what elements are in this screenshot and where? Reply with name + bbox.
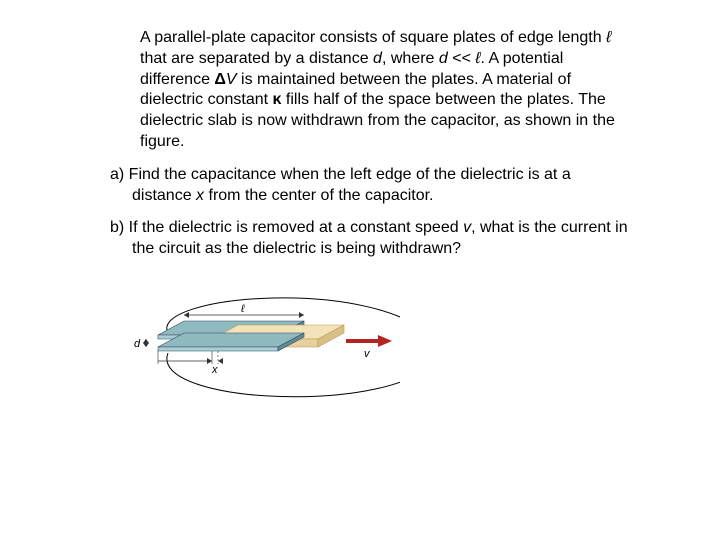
- part-a: a) Find the capacitance when the left ed…: [110, 165, 630, 207]
- problem-intro: A parallel-plate capacitor consists of s…: [140, 28, 630, 153]
- capacitor-figure: ΔVvℓdx: [120, 280, 660, 427]
- svg-text:x: x: [211, 364, 218, 376]
- svg-text:ℓ: ℓ: [240, 303, 245, 315]
- part-b: b) If the dielectric is removed at a con…: [110, 218, 630, 260]
- svg-text:v: v: [364, 348, 371, 360]
- svg-text:d: d: [134, 338, 141, 350]
